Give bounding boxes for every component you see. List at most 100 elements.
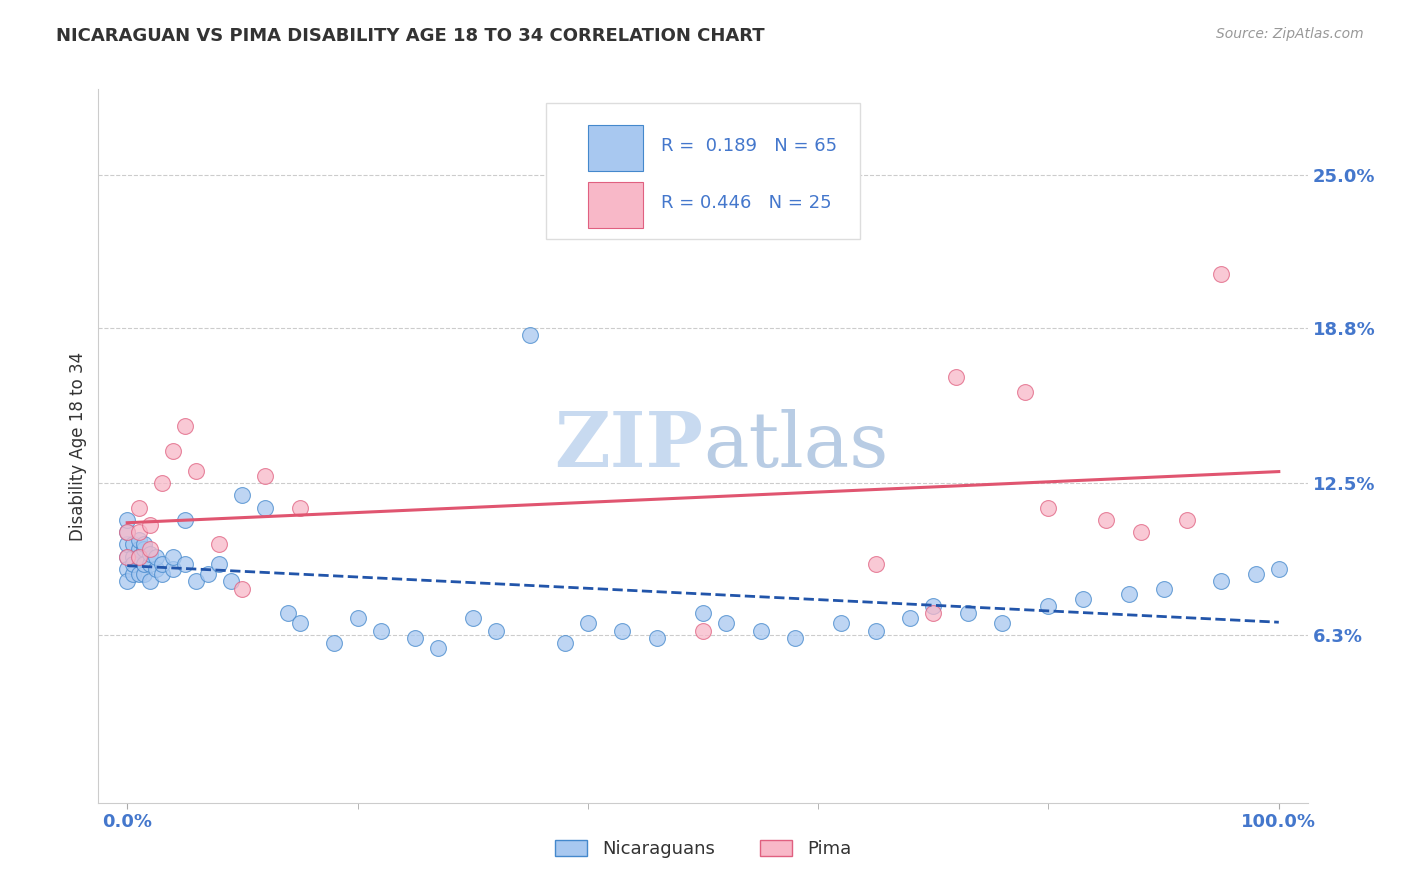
Point [1268,562,1291,576]
Point [115,525,138,540]
Point [254,500,277,515]
Point [1038,599,1060,613]
Point [128,500,150,515]
Point [1095,513,1118,527]
Point [128,533,150,547]
Point [150,475,173,490]
Point [1175,513,1198,527]
Point [1211,574,1233,589]
Point [645,631,668,645]
Point [692,607,714,621]
Point [231,582,253,596]
Point [427,640,450,655]
Point [128,542,150,557]
Point [1014,384,1036,399]
Point [461,611,484,625]
Text: R = 0.446   N = 25: R = 0.446 N = 25 [661,194,831,212]
Point [122,557,145,571]
Point [173,513,195,527]
Point [197,566,219,581]
Point [576,616,599,631]
Point [162,444,184,458]
Point [139,574,162,589]
Point [139,517,162,532]
FancyBboxPatch shape [588,125,643,171]
Point [162,549,184,564]
Point [785,631,807,645]
Point [519,328,541,343]
Point [945,370,967,384]
Point [1038,500,1060,515]
Point [922,607,945,621]
Point [115,537,138,551]
Text: R =  0.189   N = 65: R = 0.189 N = 65 [661,137,837,155]
Point [139,542,162,557]
Point [115,562,138,576]
Point [115,549,138,564]
Point [714,616,737,631]
Point [554,636,576,650]
Point [922,599,945,613]
Point [692,624,714,638]
Y-axis label: Disability Age 18 to 34: Disability Age 18 to 34 [69,351,87,541]
Point [128,549,150,564]
Point [115,549,138,564]
Point [173,419,195,434]
Legend: Nicaraguans, Pima: Nicaraguans, Pima [548,832,858,865]
Point [865,624,887,638]
Point [115,513,138,527]
Point [830,616,852,631]
Point [145,549,167,564]
Point [173,557,195,571]
Point [346,611,368,625]
Text: atlas: atlas [703,409,889,483]
Point [288,500,311,515]
Point [277,607,299,621]
Point [150,566,173,581]
FancyBboxPatch shape [546,103,860,239]
Point [1118,587,1140,601]
Point [134,542,156,557]
Text: ZIP: ZIP [554,409,703,483]
Text: NICARAGUAN VS PIMA DISABILITY AGE 18 TO 34 CORRELATION CHART: NICARAGUAN VS PIMA DISABILITY AGE 18 TO … [56,27,765,45]
Point [115,525,138,540]
Point [485,624,508,638]
Point [208,537,231,551]
Point [128,549,150,564]
Point [323,636,346,650]
Point [1211,267,1233,281]
Point [134,566,156,581]
Point [404,631,426,645]
Point [186,574,208,589]
Point [122,537,145,551]
Point [139,547,162,561]
Point [1129,525,1152,540]
Point [865,557,887,571]
Point [186,464,208,478]
Point [1244,566,1267,581]
Point [145,562,167,576]
Point [162,562,184,576]
Point [898,611,921,625]
Point [1153,582,1175,596]
Point [208,557,231,571]
Point [254,468,277,483]
Point [128,566,150,581]
Point [219,574,242,589]
Point [991,616,1014,631]
Point [231,488,253,502]
Point [749,624,772,638]
Point [115,574,138,589]
Point [956,607,979,621]
Point [1071,591,1094,606]
Point [134,557,156,571]
Point [288,616,311,631]
Point [150,557,173,571]
Point [122,549,145,564]
Point [128,525,150,540]
Point [139,557,162,571]
FancyBboxPatch shape [588,182,643,228]
Point [122,566,145,581]
Point [134,537,156,551]
Point [612,624,634,638]
